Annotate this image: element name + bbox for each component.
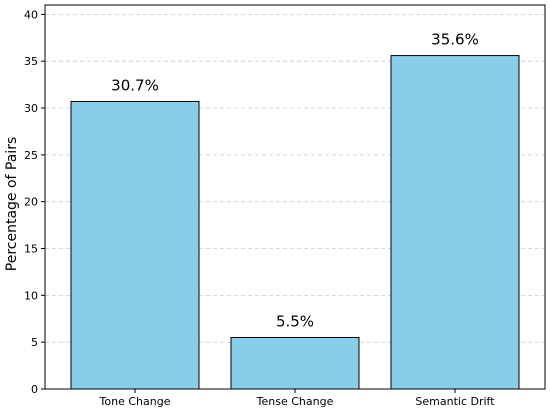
y-tick-label: 35 <box>24 55 38 68</box>
labels: 0 5 10 15 20 25 30 35 40 Tone Change 30.7% Tense Ch… <box>24 8 495 408</box>
data-label: 35.6% <box>431 31 479 49</box>
data-label: 30.7% <box>111 76 159 94</box>
y-tick-label: 20 <box>24 196 38 209</box>
y-tick-label: 40 <box>24 8 38 21</box>
y-tick-label: 15 <box>24 243 38 256</box>
x-tick-label: Semantic Drift <box>415 395 495 408</box>
bar <box>390 55 520 390</box>
y-tick-label: 5 <box>31 336 38 349</box>
data-label: 5.5% <box>276 312 314 330</box>
y-tick-label: 10 <box>24 289 38 302</box>
plot-frame <box>44 4 546 390</box>
x-tick-label: Tone Change <box>99 395 171 408</box>
x-tick-label: Tense Change <box>256 395 334 408</box>
y-tick-label: 30 <box>24 102 38 115</box>
axes <box>41 4 546 393</box>
bar <box>230 336 360 390</box>
bars <box>70 55 520 390</box>
y-tick-label: 25 <box>24 149 38 162</box>
bar <box>70 100 200 390</box>
y-tick-label: 0 <box>31 383 38 396</box>
y-axis-title: Percentage of Pairs <box>4 137 20 271</box>
